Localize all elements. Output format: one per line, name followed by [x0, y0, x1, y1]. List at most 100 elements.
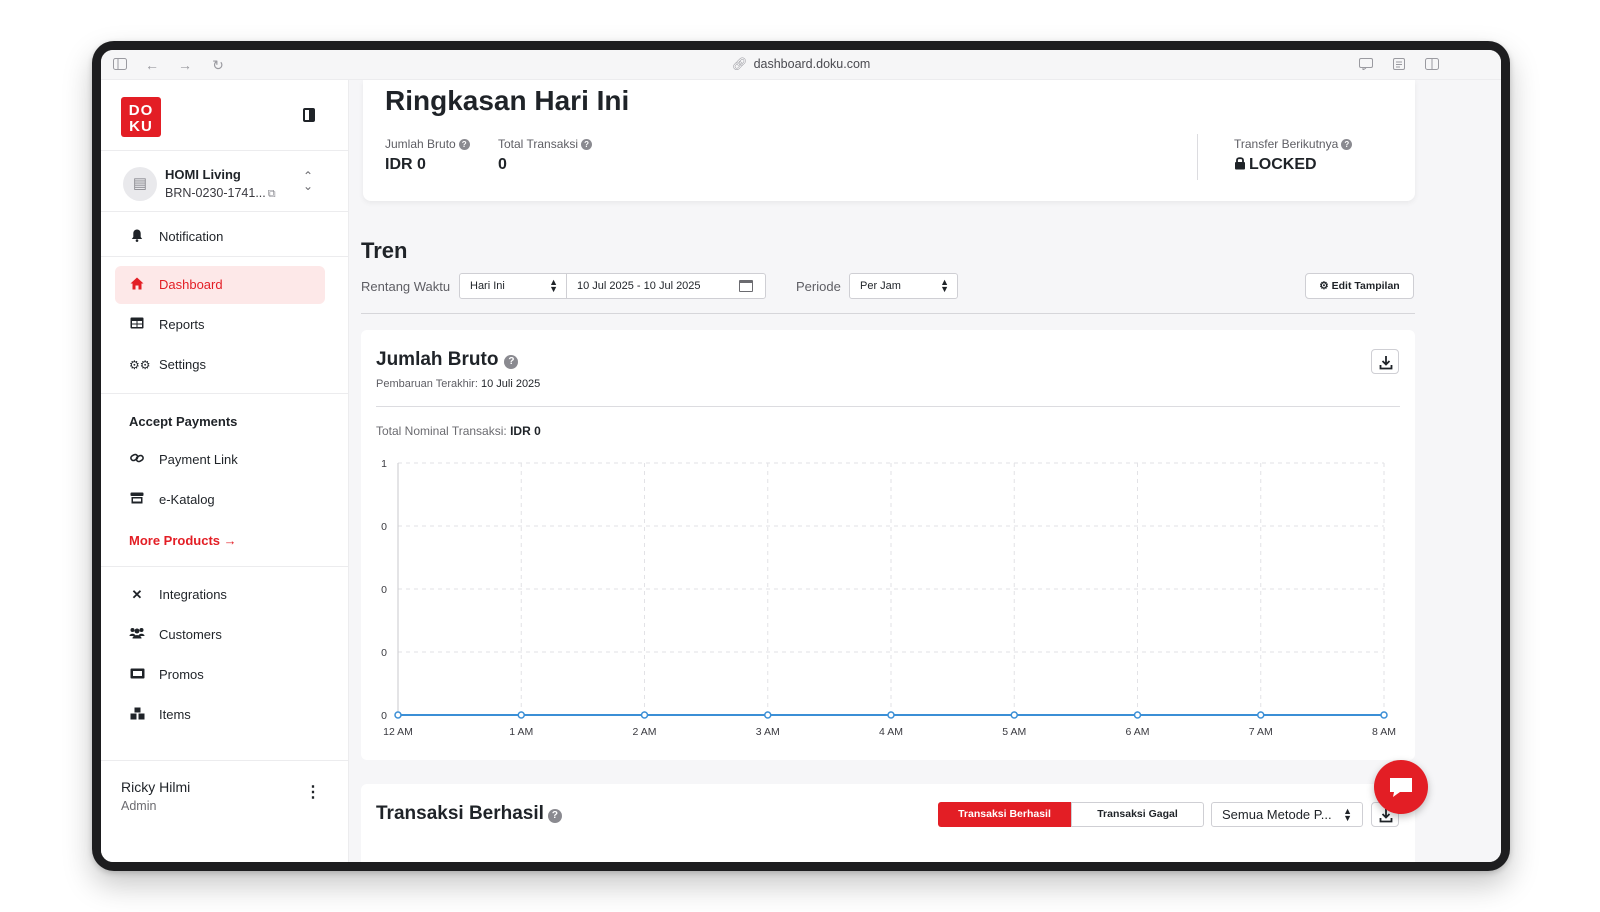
more-products-link[interactable]: More Products →: [129, 533, 237, 548]
period-label: Periode: [796, 279, 841, 294]
help-icon[interactable]: ?: [1341, 139, 1353, 150]
link-icon: [129, 452, 145, 468]
period-select-value: Per Jam: [860, 280, 901, 292]
reload-icon[interactable]: ↻: [212, 57, 224, 73]
download-icon: [1379, 809, 1393, 823]
download-button[interactable]: [1371, 349, 1399, 374]
nav-label: Promos: [159, 667, 204, 682]
y-tick-label: 0: [381, 584, 387, 596]
data-point: [1257, 711, 1265, 719]
chat-button[interactable]: [1374, 760, 1428, 814]
gross-chart-card: Jumlah Bruto? Pembaruan Terakhir: 10 Jul…: [361, 330, 1415, 760]
period-select[interactable]: Per Jam ▲ ▼: [849, 273, 958, 299]
calendar-icon[interactable]: [739, 280, 753, 292]
help-icon[interactable]: ?: [504, 355, 519, 369]
transactions-label: Total Transaksi?: [498, 137, 593, 151]
reader-icon[interactable]: [1390, 56, 1408, 74]
nav-item-notification[interactable]: Notification: [115, 218, 325, 256]
user-name: Ricky Hilmi: [121, 779, 191, 795]
users-icon: [129, 627, 145, 643]
gears-icon: ⚙⚙: [129, 358, 151, 372]
data-point: [887, 711, 895, 719]
store-icon: [129, 492, 145, 508]
nav-item-payment-link[interactable]: Payment Link: [115, 441, 325, 479]
transfer-value: LOCKED: [1234, 156, 1317, 174]
chat-icon: [1390, 778, 1412, 797]
copy-icon[interactable]: ⧉: [267, 188, 276, 200]
gross-label: Jumlah Bruto?: [385, 137, 470, 151]
data-point: [1380, 711, 1388, 719]
tab-failed[interactable]: Transaksi Gagal: [1071, 802, 1204, 827]
x-tick-label: 12 AM: [383, 726, 413, 738]
help-icon[interactable]: ?: [458, 139, 470, 150]
data-point: [1010, 711, 1018, 719]
divider: [1197, 134, 1198, 180]
tools-icon: ✕: [131, 587, 143, 602]
nav-item-customers[interactable]: Customers: [115, 616, 325, 654]
tab-success[interactable]: Transaksi Berhasil: [938, 802, 1071, 827]
gross-label-text: Jumlah Bruto: [385, 137, 456, 151]
bell-icon: [129, 229, 145, 245]
payment-method-value: Semua Metode P...: [1222, 807, 1332, 822]
divider: [376, 406, 1400, 407]
range-select[interactable]: Hari Ini ▲ ▼: [459, 273, 567, 299]
sidebar: DO KU ▤ HOMI Living BRN-0230-1741... ⧉ ⌃ ⌄…: [101, 80, 349, 862]
nav-item-integrations[interactable]: ✕ Integrations: [115, 576, 325, 614]
x-tick-label: 5 AM: [1002, 726, 1026, 738]
date-range-value: 10 Jul 2025 - 10 Jul 2025: [577, 280, 701, 292]
help-icon[interactable]: ?: [547, 809, 562, 823]
nav-label: Integrations: [159, 587, 227, 602]
browser-toolbar: ← → ↻ 🔗︎ dashboard.doku.com: [101, 50, 1501, 80]
y-tick-label: 0: [381, 710, 387, 722]
doku-logo[interactable]: DO KU: [121, 97, 161, 137]
sidebar-toggle-icon[interactable]: [111, 56, 129, 74]
y-tick-label: 0: [381, 521, 387, 533]
account-switcher[interactable]: ▤ HOMI Living BRN-0230-1741... ⧉ ⌃ ⌄: [101, 150, 349, 212]
account-id: BRN-0230-1741... ⧉: [165, 186, 276, 201]
nav-item-settings[interactable]: ⚙⚙ Settings: [115, 346, 325, 384]
nav-label: Dashboard: [159, 277, 223, 292]
edit-view-button[interactable]: ⚙ Edit Tampilan: [1305, 273, 1414, 299]
nav-item-items[interactable]: Items: [115, 696, 325, 734]
y-tick-label: 1: [381, 458, 387, 470]
date-range-input[interactable]: 10 Jul 2025 - 10 Jul 2025: [566, 273, 766, 299]
data-point: [764, 711, 772, 719]
nav-item-promos[interactable]: Promos: [115, 656, 325, 694]
help-icon[interactable]: ?: [581, 139, 593, 150]
transactions-label-text: Total Transaksi: [498, 137, 579, 151]
collapse-sidebar-icon[interactable]: [303, 108, 315, 122]
range-select-value: Hari Ini: [470, 280, 505, 292]
payment-method-select[interactable]: Semua Metode P... ▲ ▼: [1211, 802, 1363, 827]
edit-view-label: Edit Tampilan: [1331, 280, 1400, 292]
back-icon[interactable]: ←: [145, 57, 159, 73]
link-icon: 🔗︎: [731, 57, 748, 71]
account-id-text: BRN-0230-1741...: [165, 186, 266, 200]
account-name: HOMI Living: [165, 167, 241, 182]
nav-item-dashboard[interactable]: Dashboard: [115, 266, 325, 304]
kebab-menu-icon[interactable]: ⋮: [305, 784, 321, 801]
nav-label: Notification: [159, 229, 224, 244]
nav-item-e-katalog[interactable]: e-Katalog: [115, 481, 325, 519]
nav-label: Settings: [159, 357, 206, 372]
data-point: [517, 711, 525, 719]
transactions-title-text: Transaksi Berhasil: [376, 803, 544, 824]
nav-label: Items: [159, 707, 191, 722]
nav-label: Reports: [159, 317, 205, 332]
address-bar[interactable]: 🔗︎ dashboard.doku.com: [701, 57, 901, 72]
last-updated-value: 10 Juli 2025: [480, 378, 541, 390]
x-tick-label: 2 AM: [633, 726, 657, 738]
nav-item-reports[interactable]: Reports: [115, 306, 325, 344]
summary-card: Ringkasan Hari Ini Jumlah Bruto? IDR 0 T…: [363, 80, 1415, 201]
forward-icon[interactable]: →: [178, 57, 192, 73]
split-view-icon[interactable]: [1423, 56, 1441, 74]
chart-title: Jumlah Bruto?: [376, 349, 519, 371]
transactions-title: Transaksi Berhasil?: [376, 803, 562, 825]
download-icon: [1379, 356, 1393, 370]
browser-window: ← → ↻ 🔗︎ dashboard.doku.com DO KU ▤ HOMI …: [101, 50, 1501, 862]
chevron-updown-icon[interactable]: ⌃ ⌄: [303, 169, 314, 193]
transfer-label-text: Transfer Berikutnya: [1234, 137, 1339, 151]
svg-text:DO: DO: [129, 102, 154, 119]
range-label: Rentang Waktu: [361, 279, 451, 294]
transactions-value: 0: [498, 156, 507, 173]
translate-icon[interactable]: [1357, 56, 1375, 74]
